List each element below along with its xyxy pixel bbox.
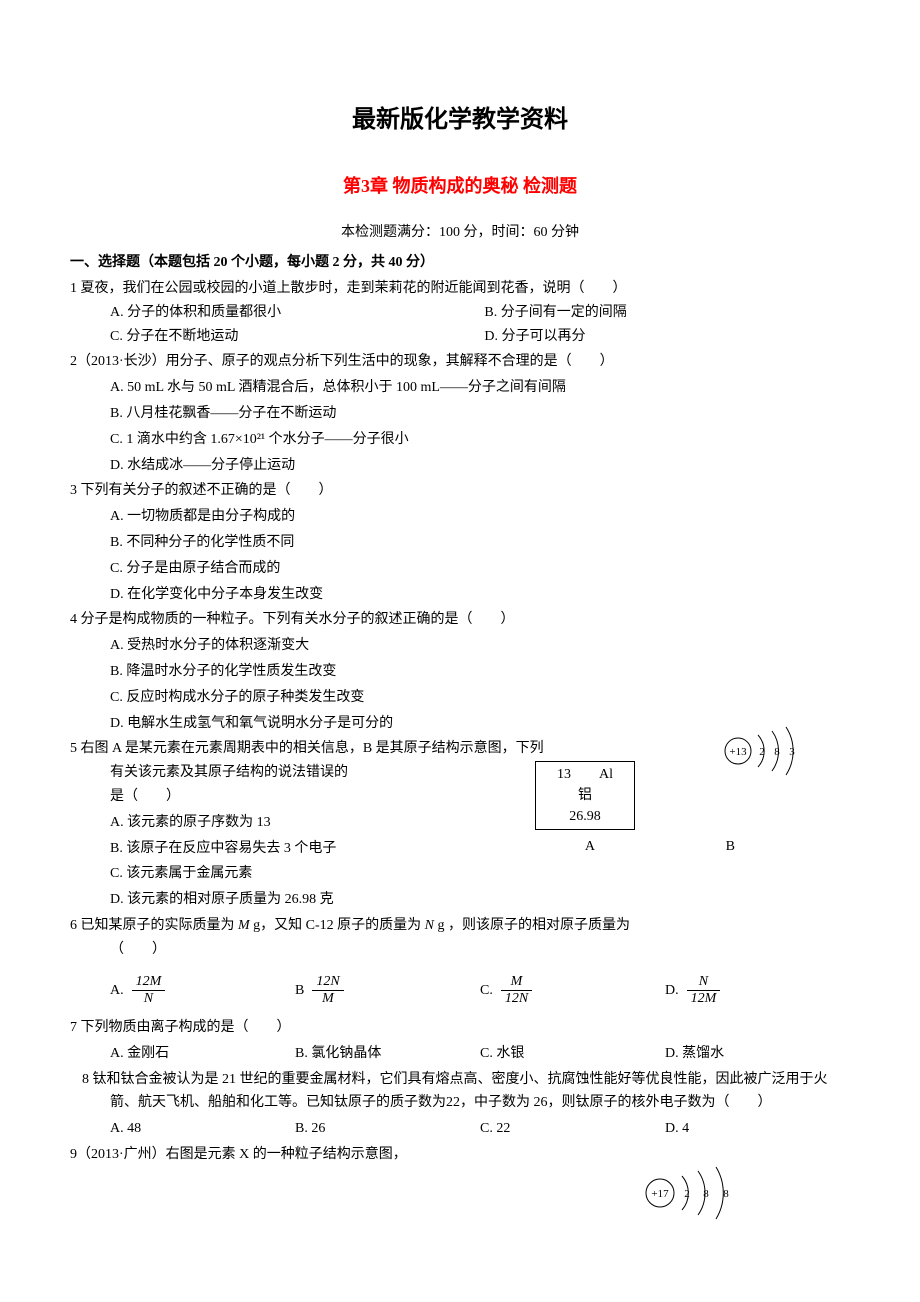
q8-opt-c: C. 22 xyxy=(480,1117,665,1141)
q5-opt-a: A. 该元素的原子序数为 13 xyxy=(70,811,850,835)
q6-paren: （ ） xyxy=(70,938,850,962)
q2-opt-a: A. 50 mL 水与 50 mL 酒精混合后，总体积小于 100 mL——分子… xyxy=(70,376,850,400)
q2-opt-d: D. 水结成冰——分子停止运动 xyxy=(70,454,850,478)
question-8: 8 钛和钛合金被认为是 21 世纪的重要金属材料，它们具有熔点高、密度小、抗腐蚀… xyxy=(70,1068,850,1141)
chapter-title: 第3章 物质构成的奥秘 检测题 xyxy=(70,171,850,202)
svg-text:8: 8 xyxy=(703,1188,709,1200)
svg-text:8: 8 xyxy=(723,1188,729,1200)
question-1: 1 夏夜，我们在公园或校园的小道上散步时，走到茉莉花的附近能闻到花香，说明（ ）… xyxy=(70,277,850,348)
q2-text: 2（2013·长沙）用分子、原子的观点分析下列生活中的现象，其解释不合理的是（ … xyxy=(70,350,850,374)
q3-opt-c: C. 分子是由原子结合而成的 xyxy=(70,557,850,581)
q6-opt-c: C. M 12N xyxy=(480,974,665,1009)
q5-text3: 是（ ） xyxy=(70,785,850,809)
svg-text:2: 2 xyxy=(759,746,765,758)
q3-opt-b: B. 不同种分子的化学性质不同 xyxy=(70,531,850,555)
q3-opt-a: A. 一切物质都是由分子构成的 xyxy=(70,505,850,529)
svg-text:3: 3 xyxy=(789,746,795,758)
q8-opt-b: B. 26 xyxy=(295,1117,480,1141)
q1-opt-d: D. 分子可以再分 xyxy=(444,325,818,349)
q3-text: 3 下列有关分子的叙述不正确的是（ ） xyxy=(70,479,850,503)
q7-opt-b: B. 氯化钠晶体 xyxy=(295,1042,480,1066)
q6-opt-d: D. N 12M xyxy=(665,974,850,1009)
question-6: 6 已知某原子的实际质量为 M g，又知 C-12 原子的质量为 N g ，则该… xyxy=(70,914,850,1008)
q8-opt-d: D. 4 xyxy=(665,1117,850,1141)
main-title: 最新版化学教学资料 xyxy=(70,100,850,141)
q7-opt-d: D. 蒸馏水 xyxy=(665,1042,850,1066)
section-header: 一、选择题（本题包括 20 个小题，每小题 2 分，共 40 分） xyxy=(70,251,850,275)
svg-text:+17: +17 xyxy=(651,1188,669,1200)
q4-opt-b: B. 降温时水分子的化学性质发生改变 xyxy=(70,660,850,684)
elem-box-line2: 铝 xyxy=(546,785,624,806)
q1-text: 1 夏夜，我们在公园或校园的小道上散步时，走到茉莉花的附近能闻到花香，说明（ ） xyxy=(70,277,850,301)
q6-text: 6 已知某原子的实际质量为 M g，又知 C-12 原子的质量为 N g ，则该… xyxy=(70,914,850,938)
q1-opt-b: B. 分子间有一定的间隔 xyxy=(444,301,818,325)
question-4: 4 分子是构成物质的一种粒子。下列有关水分子的叙述正确的是（ ） A. 受热时水… xyxy=(70,608,850,735)
q1-opt-a: A. 分子的体积和质量都很小 xyxy=(70,301,444,325)
q3-opt-d: D. 在化学变化中分子本身发生改变 xyxy=(70,583,850,607)
svg-text:8: 8 xyxy=(774,746,780,758)
q6-opt-b: B 12N M xyxy=(295,974,480,1009)
q5-opt-c: C. 该元素属于金属元素 xyxy=(70,862,850,886)
q2-opt-c: C. 1 滴水中约含 1.67×10²¹ 个水分子——分子很小 xyxy=(70,428,850,452)
nucleus-text: +13 xyxy=(729,746,747,758)
test-info: 本检测题满分：100 分，时间：60 分钟 xyxy=(70,221,850,245)
question-7: 7 下列物质由离子构成的是（ ） A. 金刚石 B. 氯化钠晶体 C. 水银 D… xyxy=(70,1016,850,1066)
question-9: 9（2013·广州）右图是元素 X 的一种粒子结构示意图， +17 2 8 8 xyxy=(70,1143,850,1227)
label-b: B xyxy=(726,835,735,859)
q2-opt-b: B. 八月桂花飘香——分子在不断运动 xyxy=(70,402,850,426)
q6-opt-a: A. 12M N xyxy=(110,974,295,1009)
svg-text:2: 2 xyxy=(684,1188,690,1200)
q5-opt-d: D. 该元素的相对原子质量为 26.98 克 xyxy=(70,888,850,912)
elem-box-line3: 26.98 xyxy=(546,806,624,827)
question-5: +13 2 8 3 5 右图 A 是某元素在元素周期表中的相关信息，B 是其原子… xyxy=(70,737,850,912)
q7-opt-c: C. 水银 xyxy=(480,1042,665,1066)
q8-text: 8 钛和钛合金被认为是 21 世纪的重要金属材料，它们具有熔点高、密度小、抗腐蚀… xyxy=(70,1068,850,1116)
elem-box-line1: 13 Al xyxy=(546,764,624,785)
q1-opt-c: C. 分子在不断地运动 xyxy=(70,325,444,349)
q8-opt-a: A. 48 xyxy=(110,1117,295,1141)
question-3: 3 下列有关分子的叙述不正确的是（ ） A. 一切物质都是由分子构成的 B. 不… xyxy=(70,479,850,606)
q7-text: 7 下列物质由离子构成的是（ ） xyxy=(70,1016,850,1040)
element-box-a: 13 Al 铝 26.98 xyxy=(535,761,635,830)
q4-opt-a: A. 受热时水分子的体积逐渐变大 xyxy=(70,634,850,658)
q4-opt-c: C. 反应时构成水分子的原子种类发生改变 xyxy=(70,686,850,710)
q4-text: 4 分子是构成物质的一种粒子。下列有关水分子的叙述正确的是（ ） xyxy=(70,608,850,632)
label-a: A xyxy=(585,835,595,859)
question-2: 2（2013·长沙）用分子、原子的观点分析下列生活中的现象，其解释不合理的是（ … xyxy=(70,350,850,477)
q7-opt-a: A. 金刚石 xyxy=(110,1042,295,1066)
atom-diagram-b: +13 2 8 3 xyxy=(720,723,815,787)
atom-diagram-x: +17 2 8 8 xyxy=(640,1163,750,1232)
